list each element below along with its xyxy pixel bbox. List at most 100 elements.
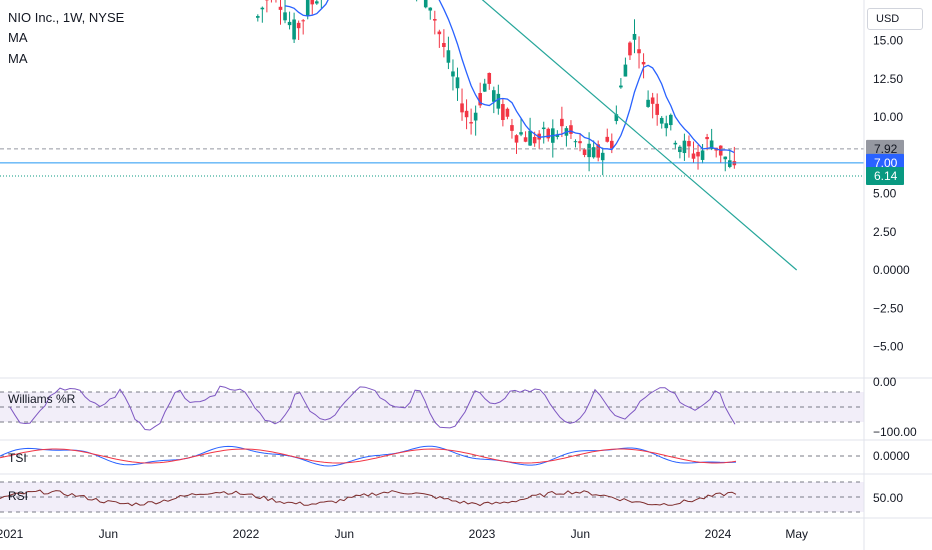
candle-body	[578, 141, 582, 144]
time-tick-label: 2021	[0, 527, 24, 541]
price-tick-label: 0.0000	[873, 263, 910, 277]
candle-body	[278, 6, 283, 10]
williams-tick-label: 0.00	[873, 375, 897, 389]
williams-tick-label: −100.00	[873, 425, 917, 439]
rsi-line	[0, 489, 737, 507]
candle-body	[478, 93, 482, 106]
candle-body	[582, 149, 587, 155]
price-axis: 15.0012.5010.007.505.002.500.0000−2.50−5…	[863, 0, 910, 550]
candle-body	[541, 127, 546, 130]
candle-body	[659, 117, 664, 124]
candle-body	[451, 71, 455, 77]
candle-body	[310, 0, 315, 5]
tsi-pane-label: TSI	[8, 451, 27, 465]
candle-body	[296, 22, 301, 29]
candle-body	[628, 42, 632, 56]
price-tick-label: −2.50	[873, 301, 904, 315]
candle-body	[423, 0, 428, 8]
candle-body	[664, 123, 669, 129]
candle-body	[305, 0, 310, 16]
green-price-tag-label: 6.14	[874, 169, 898, 183]
candle-body	[460, 103, 464, 113]
tsi-signal-line	[0, 448, 737, 464]
ma-indicator-label-2[interactable]: MA	[8, 51, 28, 66]
candle-body	[619, 85, 623, 88]
candle-body	[433, 19, 437, 21]
candle-body	[655, 103, 659, 115]
candle-body	[437, 31, 442, 35]
time-tick-label: May	[785, 527, 808, 541]
rsi-tick-label: 50.00	[873, 491, 903, 505]
time-tick-label: 2023	[469, 527, 496, 541]
candle-body	[473, 112, 478, 121]
candle-body	[669, 114, 673, 126]
candle-body	[528, 130, 532, 146]
time-tick-label: 2022	[233, 527, 260, 541]
candle-body	[555, 135, 560, 137]
chart-grid	[0, 377, 932, 519]
candle-body	[605, 136, 610, 142]
candle-body	[700, 150, 705, 160]
rsi-pane-label: RSI	[8, 489, 29, 503]
candle-body	[501, 104, 505, 120]
candle-body	[315, 1, 319, 4]
candle-body	[546, 128, 551, 139]
gray-price-tag	[866, 139, 904, 158]
candle-body	[623, 64, 628, 77]
candle-body	[596, 144, 600, 158]
chart-title: NIO Inc., 1W, NYSE	[8, 10, 125, 25]
candle-body	[505, 108, 510, 117]
williams-pane-label: Williams %R	[8, 392, 76, 406]
overlay-layer	[0, 0, 864, 271]
candle-body	[519, 132, 523, 135]
candle-body	[455, 77, 460, 89]
candle-body	[514, 135, 519, 143]
candle-body	[632, 33, 637, 40]
candle-body	[641, 61, 646, 65]
indicator-panes: 0.00 −100.00 0.0000 50.00	[0, 375, 917, 513]
candle-body	[464, 110, 469, 118]
williams-line	[9, 385, 736, 431]
candle-body	[560, 118, 564, 127]
candle-body	[442, 43, 446, 48]
candle-body	[496, 93, 501, 109]
ma-indicator-label[interactable]: MA	[8, 30, 28, 45]
green-price-tag	[866, 167, 904, 186]
candle-body	[682, 140, 687, 154]
candle-body	[287, 21, 292, 26]
time-tick-label: Jun	[335, 527, 354, 541]
candle-body	[709, 140, 714, 150]
candle-body	[673, 142, 678, 145]
candle-body	[600, 152, 605, 161]
tsi-tick-label: 0.0000	[873, 449, 910, 463]
candle-body	[532, 136, 537, 144]
candle-body	[428, 7, 433, 11]
price-tick-label: 2.50	[873, 225, 897, 239]
candle-body	[573, 141, 578, 143]
candle-body	[301, 20, 305, 22]
time-tick-label: Jun	[99, 527, 118, 541]
candle-body	[678, 146, 682, 153]
time-tick-label: Jun	[571, 527, 590, 541]
candle-body	[283, 12, 287, 21]
candle-body	[469, 122, 473, 124]
candle-body	[723, 156, 728, 160]
candle-body	[591, 147, 596, 158]
price-tick-label: 5.00	[873, 187, 897, 201]
candle-body	[446, 50, 451, 63]
gray-price-tag-label: 7.92	[874, 142, 898, 156]
blue-price-tag-label: 7.00	[874, 156, 898, 170]
candle-body	[646, 99, 650, 107]
currency-selector[interactable]: USD	[867, 8, 923, 30]
moving-average-line	[284, 0, 735, 154]
candle-body	[292, 19, 296, 40]
trendline	[481, 0, 798, 271]
candle-body	[637, 49, 641, 54]
time-axis: 2021 Jun 2022 Jun 2023 Jun 2024 May	[0, 527, 808, 541]
price-tick-label: 10.00	[873, 110, 903, 124]
candle-body	[687, 140, 691, 147]
candle-body	[492, 90, 496, 102]
price-tick-label: 15.00	[873, 34, 903, 48]
candle-body	[696, 151, 700, 157]
